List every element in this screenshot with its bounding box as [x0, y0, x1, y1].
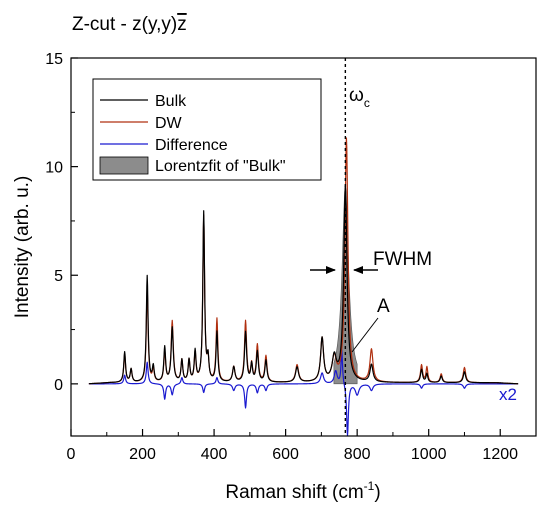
legend-item-difference: Difference [100, 137, 228, 154]
series-line-bulk [88, 185, 519, 385]
y-tick-label: 15 [45, 51, 63, 68]
y-tick-label: 10 [45, 160, 63, 177]
legend-item-dw: DW [100, 115, 183, 132]
legend-label-bulk: Bulk [155, 93, 187, 110]
omega-subscript: c [364, 96, 370, 110]
x-tick-label: 800 [344, 446, 371, 463]
y-tick-label: 0 [54, 377, 63, 394]
legend-item-lorentzfit: Lorentzfit of "Bulk" [99, 156, 286, 175]
legend-label-difference: Difference [155, 137, 228, 154]
area-pointer [351, 317, 379, 353]
plot-area: 0 200 400 600 800 1000 1200 0 5 10 15 [45, 51, 537, 463]
omega-symbol: ω [349, 85, 364, 106]
chart-title-prefix: Z-cut - z(y,y) [72, 14, 177, 35]
x-tick-label: 0 [67, 446, 76, 463]
fwhm-label: FWHM [373, 249, 432, 270]
legend-label-lorentzfit: Lorentzfit of "Bulk" [155, 158, 286, 175]
series-line-difference [88, 349, 519, 436]
series-layer [88, 137, 519, 436]
legend-label-dw: DW [155, 115, 183, 132]
chart-title-zbar: z [177, 14, 187, 35]
plot-frame [70, 57, 537, 437]
y-axis-ticks: 0 5 10 15 [45, 51, 78, 394]
x-axis-label-main: Raman shift (cm [225, 482, 363, 503]
legend-item-bulk: Bulk [100, 93, 187, 110]
x-tick-label: 400 [201, 446, 228, 463]
y-tick-label: 5 [54, 268, 63, 285]
x-axis-label-sup: -1 [364, 479, 375, 493]
y-axis-label: Intensity (arb. u.) [12, 176, 33, 319]
x-tick-label: 1200 [482, 446, 518, 463]
x-tick-label: 1000 [411, 446, 447, 463]
area-label: A [377, 296, 390, 317]
omega-c-label: ωc [349, 85, 370, 110]
x-axis-label: Raman shift (cm-1) [225, 479, 380, 503]
x-axis-label-close: ) [374, 482, 380, 503]
x-tick-label: 200 [129, 446, 156, 463]
annotations: ωc FWHM A x2 [310, 85, 517, 404]
difference-scale-label: x2 [499, 385, 517, 404]
x-tick-label: 600 [272, 446, 299, 463]
x-axis-ticks: 0 200 400 600 800 1000 1200 [67, 429, 518, 463]
legend-swatch-lorentzfit [99, 156, 149, 175]
chart-title: Z-cut - z(y,y)z [72, 14, 187, 35]
legend: Bulk DW Difference Lorentzfit of "Bulk" [92, 78, 322, 181]
